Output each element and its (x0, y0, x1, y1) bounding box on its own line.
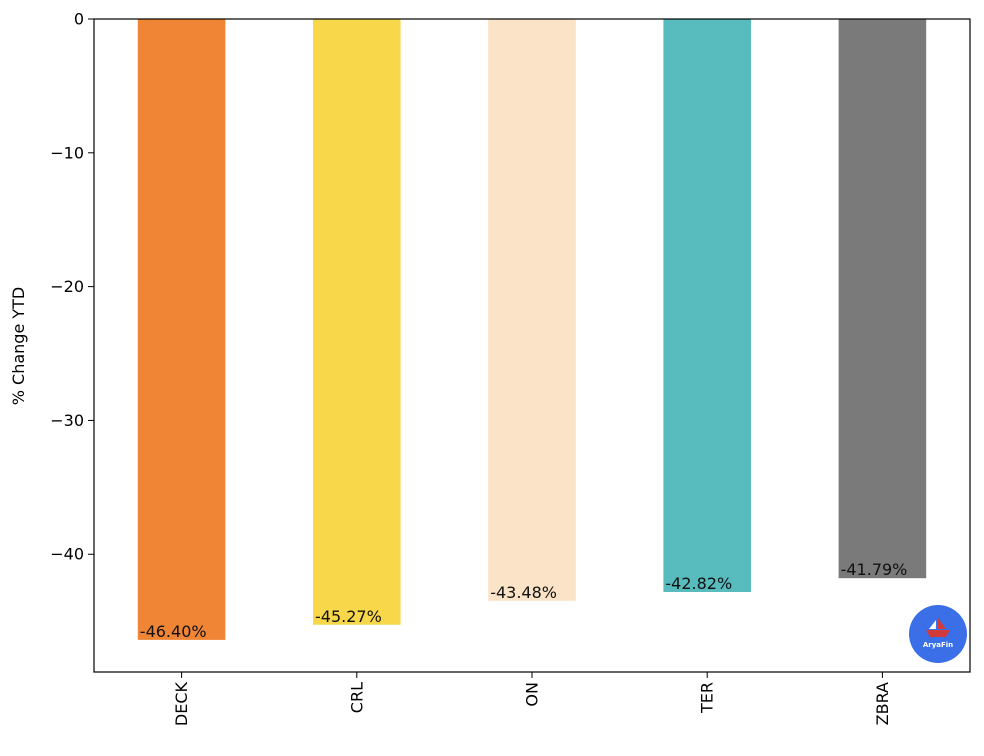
bar-labels-group: -46.40% -45.27% -43.48% -42.82% -41.79% (140, 560, 908, 641)
y-tick-label: −30 (50, 411, 84, 430)
y-tick-label: 0 (74, 10, 84, 29)
bar-deck (137, 19, 226, 640)
x-tick-label: ZBRA (873, 682, 892, 725)
x-axis-ticks: DECK CRL ON TER ZBRA (172, 672, 892, 726)
bar-zbra (838, 19, 927, 579)
bar-value-label: -43.48% (490, 583, 557, 602)
boat-logo-icon (926, 618, 950, 637)
aryafin-watermark: AryaFin (909, 605, 967, 663)
y-tick-label: −40 (50, 545, 84, 564)
bar-value-label: -46.40% (140, 622, 207, 641)
bar-value-label: -41.79% (841, 560, 908, 579)
watermark-text: AryaFin (923, 641, 953, 649)
bar-on (488, 19, 576, 601)
bar-ter (663, 19, 751, 592)
y-axis-ticks: 0 −10 −20 −30 −40 (50, 10, 94, 564)
x-tick-label: TER (698, 682, 717, 714)
bar-value-label: -45.27% (315, 607, 382, 626)
bar-crl (313, 19, 401, 625)
y-tick-label: −20 (50, 277, 84, 296)
x-tick-label: CRL (347, 682, 366, 713)
y-axis-label: % Change YTD (9, 287, 28, 406)
bars-group (137, 19, 927, 640)
y-tick-label: −10 (50, 143, 84, 162)
x-tick-label: ON (523, 682, 542, 707)
bar-value-label: -42.82% (665, 574, 732, 593)
x-tick-label: DECK (172, 681, 191, 726)
